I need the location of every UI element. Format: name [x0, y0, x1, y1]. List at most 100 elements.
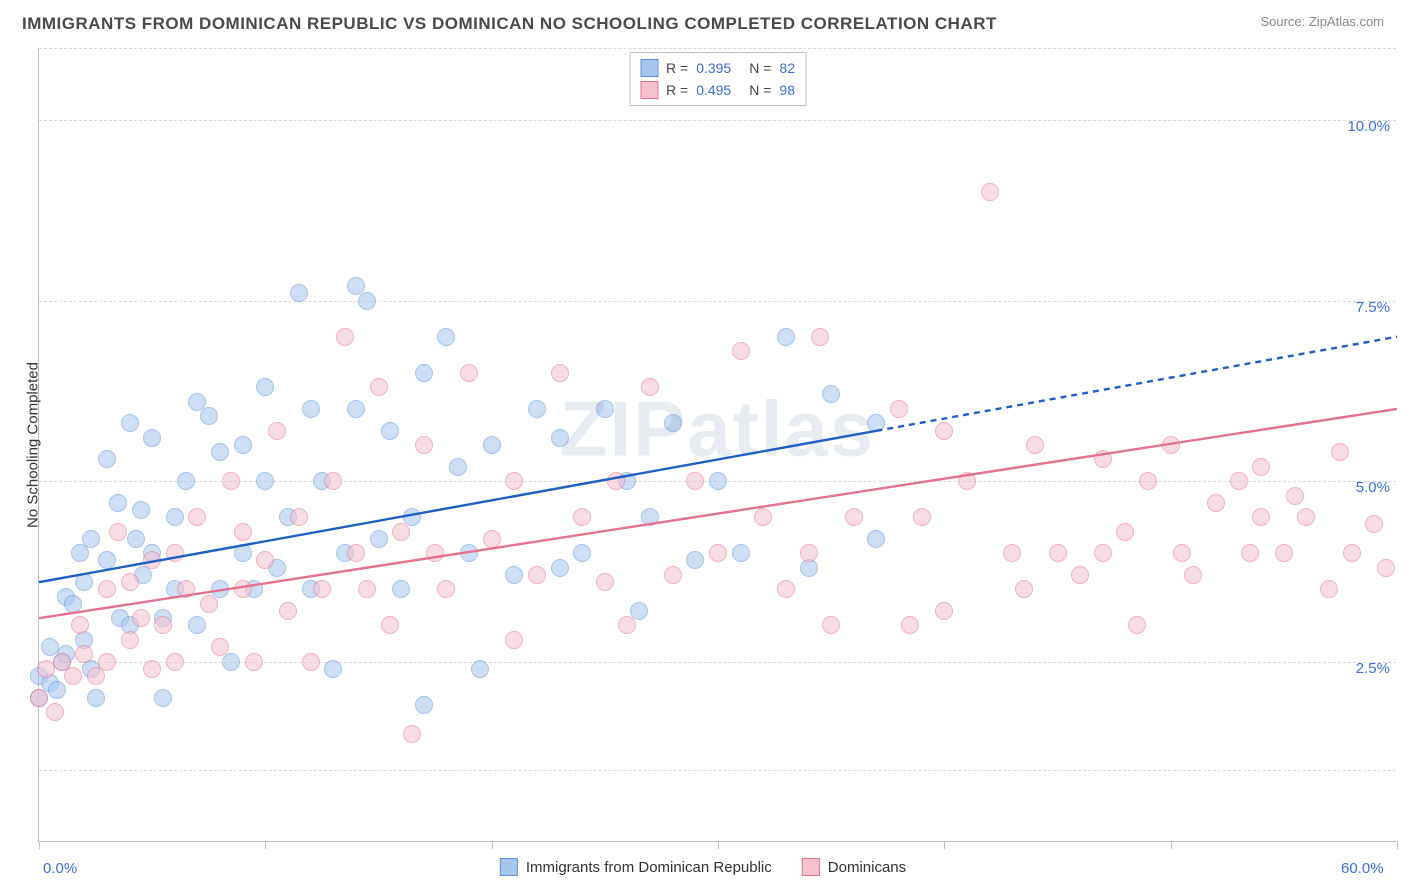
data-point [200, 595, 218, 613]
data-point [127, 530, 145, 548]
data-point [686, 472, 704, 490]
data-point [777, 328, 795, 346]
data-point [1286, 487, 1304, 505]
data-point [1139, 472, 1157, 490]
r-value-2: 0.495 [696, 79, 731, 101]
y-tick-label: 5.0% [1356, 479, 1390, 496]
data-point [935, 422, 953, 440]
swatch-dominicans [640, 81, 658, 99]
data-point [98, 580, 116, 598]
data-point [641, 508, 659, 526]
data-point [188, 508, 206, 526]
x-tick [1171, 841, 1172, 849]
data-point [709, 544, 727, 562]
data-point [958, 472, 976, 490]
data-point [290, 284, 308, 302]
data-point [121, 631, 139, 649]
data-point [890, 400, 908, 418]
data-point [143, 551, 161, 569]
data-point [981, 183, 999, 201]
data-point [867, 414, 885, 432]
data-point [1241, 544, 1259, 562]
data-point [188, 616, 206, 634]
data-point [811, 328, 829, 346]
data-point [71, 616, 89, 634]
data-point [381, 616, 399, 634]
data-point [234, 523, 252, 541]
data-point [324, 472, 342, 490]
data-point [867, 530, 885, 548]
data-point [1162, 436, 1180, 454]
data-point [64, 595, 82, 613]
data-point [211, 443, 229, 461]
data-point [1184, 566, 1202, 584]
data-point [336, 328, 354, 346]
chart-area: No Schooling Completed 2.5%5.0%7.5%10.0%… [38, 48, 1396, 842]
data-point [1365, 515, 1383, 533]
data-point [437, 580, 455, 598]
data-point [845, 508, 863, 526]
data-point [1049, 544, 1067, 562]
gridline [39, 48, 1396, 49]
data-point [505, 631, 523, 649]
data-point [415, 436, 433, 454]
data-point [1003, 544, 1021, 562]
legend-swatch-immigrants [500, 858, 518, 876]
data-point [381, 422, 399, 440]
data-point [222, 653, 240, 671]
data-point [822, 385, 840, 403]
data-point [551, 429, 569, 447]
data-point [211, 638, 229, 656]
x-tick [1397, 841, 1398, 849]
data-point [98, 653, 116, 671]
n-value-2: 98 [779, 79, 795, 101]
chart-title: IMMIGRANTS FROM DOMINICAN REPUBLIC VS DO… [22, 14, 997, 34]
data-point [109, 494, 127, 512]
plot-region: 2.5%5.0%7.5%10.0%0.0%60.0% [39, 48, 1396, 841]
data-point [279, 602, 297, 620]
correlation-row-1: R = 0.395 N = 82 [640, 57, 795, 79]
y-tick-label: 2.5% [1356, 660, 1390, 677]
data-point [426, 544, 444, 562]
data-point [166, 508, 184, 526]
data-point [505, 472, 523, 490]
data-point [1252, 458, 1270, 476]
data-point [87, 689, 105, 707]
legend-swatch-dominicans [802, 858, 820, 876]
data-point [483, 436, 501, 454]
data-point [1331, 443, 1349, 461]
data-point [596, 573, 614, 591]
data-point [935, 602, 953, 620]
x-tick [492, 841, 493, 849]
data-point [1026, 436, 1044, 454]
data-point [234, 436, 252, 454]
data-point [75, 645, 93, 663]
data-point [1320, 580, 1338, 598]
data-point [132, 609, 150, 627]
data-point [913, 508, 931, 526]
data-point [30, 689, 48, 707]
legend-label-dominicans: Dominicans [828, 859, 906, 876]
data-point [370, 530, 388, 548]
y-tick-label: 7.5% [1356, 299, 1390, 316]
data-point [1071, 566, 1089, 584]
data-point [290, 508, 308, 526]
data-point [551, 559, 569, 577]
data-point [415, 364, 433, 382]
data-point [82, 530, 100, 548]
data-point [121, 414, 139, 432]
legend-item-immigrants: Immigrants from Dominican Republic [500, 858, 772, 876]
x-tick [718, 841, 719, 849]
n-value-1: 82 [779, 57, 795, 79]
data-point [1173, 544, 1191, 562]
x-tick [39, 841, 40, 849]
data-point [618, 616, 636, 634]
data-point [641, 378, 659, 396]
data-point [347, 400, 365, 418]
legend-label-immigrants: Immigrants from Dominican Republic [526, 859, 772, 876]
data-point [573, 544, 591, 562]
data-point [268, 422, 286, 440]
data-point [505, 566, 523, 584]
data-point [415, 696, 433, 714]
data-point [200, 407, 218, 425]
